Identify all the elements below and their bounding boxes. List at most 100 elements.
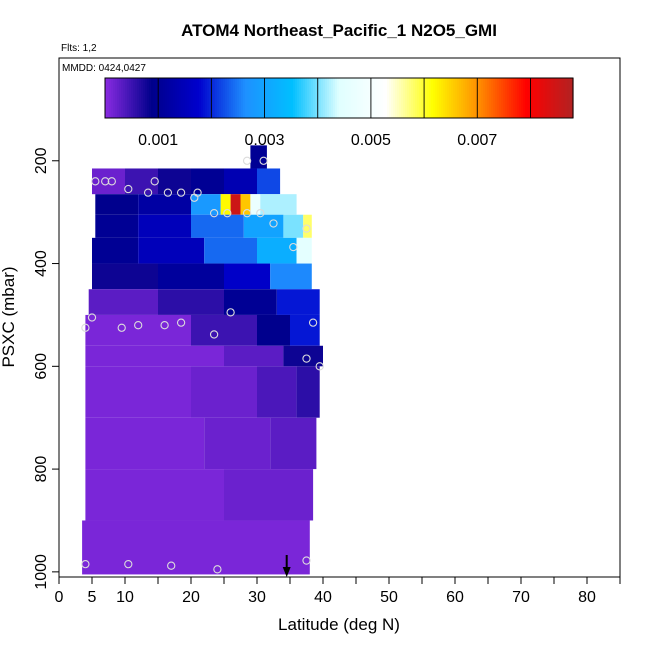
heatmap-cell-7-1	[191, 314, 257, 346]
colorbar-strip-29	[163, 78, 166, 118]
colorbar-strip-222	[549, 78, 552, 118]
observation-point-8	[163, 188, 173, 197]
heatmap-cell-2-5	[240, 194, 251, 215]
colorbar-strip-162	[429, 78, 432, 118]
x-tick-label-1: 5	[88, 589, 97, 606]
colorbar-strip-227	[559, 78, 562, 118]
y-tick-label-0: 200	[33, 147, 50, 174]
colorbar-strip-90	[285, 78, 288, 118]
colorbar-strip-17	[139, 78, 142, 118]
colorbar-strip-188	[481, 78, 484, 118]
colorbar-strip-122	[349, 78, 352, 118]
colorbar-strip-126	[357, 78, 360, 118]
heatmap-cell-3-2	[191, 214, 244, 238]
colorbar-strip-176	[457, 78, 460, 118]
colorbar-strip-109	[323, 78, 326, 118]
x-tick-label-4: 30	[248, 589, 266, 606]
colorbar-strip-16	[137, 78, 140, 118]
heatmap-cell-1-3	[191, 168, 224, 195]
colorbar-strip-230	[565, 78, 568, 118]
colorbar-strip-141	[387, 78, 390, 118]
colorbar-strip-10	[125, 78, 128, 118]
colorbar-strip-144	[393, 78, 396, 118]
colorbar-strip-107	[319, 78, 322, 118]
colorbar-strip-1	[107, 78, 110, 118]
colorbar-tick-label-3: 0.007	[457, 132, 497, 149]
colorbar: 0.001 0.003 0.005 0.007	[104, 77, 574, 149]
colorbar-strip-150	[405, 78, 408, 118]
colorbar-strip-75	[255, 78, 258, 118]
colorbar-strip-209	[523, 78, 526, 118]
colorbar-strip-149	[403, 78, 406, 118]
colorbar-strip-22	[149, 78, 152, 118]
heatmap-cell-6-2	[224, 289, 277, 315]
colorbar-strip-116	[337, 78, 340, 118]
colorbar-strip-118	[341, 78, 344, 118]
colorbar-strip-134	[373, 78, 376, 118]
y-tick-label-1: 400	[33, 250, 50, 277]
colorbar-strip-182	[469, 78, 472, 118]
colorbar-strip-165	[435, 78, 438, 118]
colorbar-strip-20	[145, 78, 148, 118]
colorbar-strip-73	[251, 78, 254, 118]
colorbar-strip-156	[417, 78, 420, 118]
colorbar-strip-115	[335, 78, 338, 118]
colorbar-strip-87	[279, 78, 282, 118]
colorbar-strip-88	[281, 78, 284, 118]
colorbar-strip-207	[519, 78, 522, 118]
heatmap-cell-5-3	[270, 263, 312, 290]
heatmap-cell-1-1	[125, 168, 158, 195]
colorbar-strip-102	[309, 78, 312, 118]
colorbar-strip-158	[421, 78, 424, 118]
colorbar-strip-4	[113, 78, 116, 118]
colorbar-strip-155	[415, 78, 418, 118]
heatmap-cell-2-0	[95, 194, 139, 215]
heatmap-cell-10-2	[270, 417, 317, 470]
colorbar-strip-145	[395, 78, 398, 118]
colorbar-strip-5	[115, 78, 118, 118]
colorbar-strip-31	[167, 78, 170, 118]
colorbar-strip-228	[561, 78, 564, 118]
observation-point-24	[176, 318, 186, 327]
colorbar-strip-175	[455, 78, 458, 118]
colorbar-strip-86	[277, 78, 280, 118]
colorbar-strip-164	[433, 78, 436, 118]
colorbar-strip-95	[295, 78, 298, 118]
colorbar-strip-195	[495, 78, 498, 118]
observation-point-16	[269, 219, 278, 228]
observation-point-11	[193, 188, 202, 197]
colorbar-strip-42	[189, 78, 192, 118]
heatmap-cell-2-6	[250, 194, 261, 215]
observation-point-31	[124, 560, 133, 569]
heatmap-cell-9-0	[85, 366, 191, 418]
colorbar-strip-96	[297, 78, 300, 118]
colorbar-strip-94	[293, 78, 296, 118]
colorbar-strip-218	[541, 78, 544, 118]
colorbar-strip-193	[491, 78, 494, 118]
colorbar-strip-101	[307, 78, 310, 118]
colorbar-strip-206	[517, 78, 520, 118]
heatmap-cell-1-5	[257, 168, 281, 195]
heatmap-cell-7-0	[85, 314, 191, 346]
colorbar-strip-105	[315, 78, 318, 118]
heatmap-cell-2-7	[260, 194, 297, 215]
colorbar-strip-33	[171, 78, 174, 118]
colorbar-strip-38	[181, 78, 184, 118]
colorbar-strip-172	[449, 78, 452, 118]
colorbar-strip-148	[401, 78, 404, 118]
colorbar-strip-91	[287, 78, 290, 118]
colorbar-strip-191	[487, 78, 490, 118]
colorbar-strip-197	[499, 78, 502, 118]
colorbar-strip-41	[187, 78, 190, 118]
x-tick-label-6: 50	[380, 589, 398, 606]
colorbar-strip-40	[185, 78, 188, 118]
colorbar-strip-211	[527, 78, 530, 118]
x-tick-label-2: 10	[116, 589, 134, 606]
colorbar-strip-215	[535, 78, 538, 118]
colorbar-strip-140	[385, 78, 388, 118]
colorbar-strip-69	[243, 78, 246, 118]
colorbar-strip-120	[345, 78, 348, 118]
heatmap-cell-2-2	[191, 194, 221, 215]
colorbar-strip-89	[283, 78, 286, 118]
colorbar-strip-27	[159, 78, 162, 118]
